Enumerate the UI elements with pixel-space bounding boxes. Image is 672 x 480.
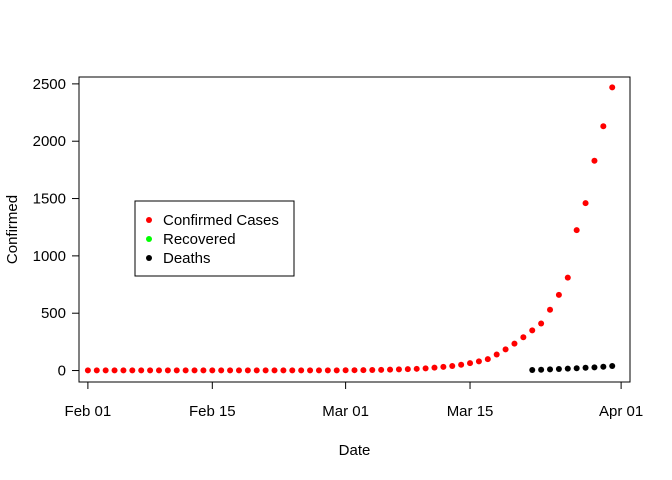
data-point-confirmed-cases bbox=[262, 367, 269, 374]
data-point-deaths bbox=[600, 363, 607, 370]
y-tick-label: 1000 bbox=[33, 248, 66, 265]
data-point-deaths bbox=[591, 364, 598, 371]
data-point-confirmed-cases bbox=[547, 306, 554, 313]
y-tick-label: 2500 bbox=[33, 76, 66, 93]
data-point-confirmed-cases bbox=[538, 320, 545, 327]
data-point-confirmed-cases bbox=[342, 367, 349, 374]
data-point-confirmed-cases bbox=[155, 367, 162, 374]
data-point-deaths bbox=[582, 364, 589, 371]
data-point-confirmed-cases bbox=[298, 367, 305, 374]
data-point-deaths bbox=[547, 366, 554, 373]
data-point-confirmed-cases bbox=[555, 291, 562, 298]
data-point-confirmed-cases bbox=[271, 367, 278, 374]
data-point-confirmed-cases bbox=[582, 200, 589, 207]
data-point-confirmed-cases bbox=[449, 362, 456, 369]
data-point-deaths bbox=[529, 366, 536, 373]
data-point-confirmed-cases bbox=[333, 367, 340, 374]
legend-label-deaths: Deaths bbox=[163, 250, 211, 267]
data-point-confirmed-cases bbox=[111, 367, 118, 374]
data-point-confirmed-cases bbox=[591, 157, 598, 164]
data-point-deaths bbox=[609, 362, 616, 369]
data-point-confirmed-cases bbox=[253, 367, 260, 374]
data-point-confirmed-cases bbox=[502, 346, 509, 353]
y-tick-label: 500 bbox=[41, 305, 66, 322]
y-tick-label: 1500 bbox=[33, 191, 66, 208]
y-tick-label: 2000 bbox=[33, 133, 66, 150]
data-point-confirmed-cases bbox=[227, 367, 234, 374]
data-point-confirmed-cases bbox=[422, 365, 429, 372]
data-point-confirmed-cases bbox=[120, 367, 127, 374]
data-point-deaths bbox=[538, 366, 545, 373]
data-point-confirmed-cases bbox=[307, 367, 314, 374]
data-point-confirmed-cases bbox=[164, 367, 171, 374]
data-point-deaths bbox=[564, 365, 571, 372]
data-point-confirmed-cases bbox=[315, 367, 322, 374]
data-point-confirmed-cases bbox=[280, 367, 287, 374]
data-point-confirmed-cases bbox=[573, 227, 580, 234]
y-axis-label: Confirmed bbox=[4, 195, 21, 264]
data-point-confirmed-cases bbox=[413, 365, 420, 372]
legend-label-recovered: Recovered bbox=[163, 231, 236, 248]
data-point-confirmed-cases bbox=[235, 367, 242, 374]
data-point-confirmed-cases bbox=[529, 327, 536, 334]
legend-marker-recovered bbox=[146, 236, 152, 242]
legend-box bbox=[134, 200, 295, 277]
legend: Confirmed Cases Recovered Deaths bbox=[134, 200, 295, 277]
data-point-confirmed-cases bbox=[609, 84, 616, 91]
data-point-confirmed-cases bbox=[484, 356, 491, 363]
legend-marker-confirmed bbox=[146, 217, 152, 223]
data-point-confirmed-cases bbox=[84, 367, 91, 374]
x-axis: Feb 01 Feb 15 Mar 01 Mar 15 Apr 01 bbox=[65, 381, 643, 420]
data-point-confirmed-cases bbox=[458, 361, 465, 368]
data-point-confirmed-cases bbox=[360, 367, 367, 374]
data-point-confirmed-cases bbox=[182, 367, 189, 374]
x-tick-label: Mar 15 bbox=[447, 403, 494, 420]
data-point-confirmed-cases bbox=[520, 334, 527, 341]
data-point-confirmed-cases bbox=[93, 367, 100, 374]
x-tick-label: Apr 01 bbox=[599, 403, 643, 420]
data-point-confirmed-cases bbox=[378, 366, 385, 373]
data-point-confirmed-cases bbox=[102, 367, 109, 374]
y-axis: 0 500 1000 1500 2000 2500 bbox=[33, 76, 80, 380]
data-point-confirmed-cases bbox=[173, 367, 180, 374]
x-tick-label: Feb 15 bbox=[189, 403, 236, 420]
data-point-confirmed-cases bbox=[200, 367, 207, 374]
data-point-confirmed-cases bbox=[511, 340, 518, 347]
data-point-confirmed-cases bbox=[467, 360, 474, 367]
data-point-confirmed-cases bbox=[564, 274, 571, 281]
data-point-confirmed-cases bbox=[395, 366, 402, 373]
x-tick-label: Mar 01 bbox=[322, 403, 369, 420]
data-point-confirmed-cases bbox=[129, 367, 136, 374]
data-point-confirmed-cases bbox=[404, 366, 411, 373]
data-point-confirmed-cases bbox=[387, 366, 394, 373]
data-point-confirmed-cases bbox=[431, 364, 438, 371]
data-point-deaths bbox=[573, 365, 580, 372]
data-points bbox=[84, 84, 616, 374]
data-point-confirmed-cases bbox=[475, 358, 482, 365]
data-point-confirmed-cases bbox=[218, 367, 225, 374]
data-point-confirmed-cases bbox=[324, 367, 331, 374]
data-point-deaths bbox=[555, 366, 562, 373]
data-point-confirmed-cases bbox=[191, 367, 198, 374]
data-point-confirmed-cases bbox=[147, 367, 154, 374]
data-point-confirmed-cases bbox=[351, 367, 358, 374]
data-point-confirmed-cases bbox=[440, 363, 447, 370]
x-tick-label: Feb 01 bbox=[65, 403, 112, 420]
data-point-confirmed-cases bbox=[244, 367, 251, 374]
legend-label-confirmed: Confirmed Cases bbox=[163, 212, 279, 229]
x-axis-label: Date bbox=[339, 442, 371, 459]
legend-marker-deaths bbox=[146, 255, 152, 261]
data-point-confirmed-cases bbox=[209, 367, 216, 374]
data-point-confirmed-cases bbox=[493, 351, 500, 358]
y-tick-label: 0 bbox=[58, 363, 66, 380]
data-point-confirmed-cases bbox=[600, 123, 607, 130]
data-point-confirmed-cases bbox=[138, 367, 145, 374]
data-point-confirmed-cases bbox=[369, 366, 376, 373]
data-point-confirmed-cases bbox=[289, 367, 296, 374]
